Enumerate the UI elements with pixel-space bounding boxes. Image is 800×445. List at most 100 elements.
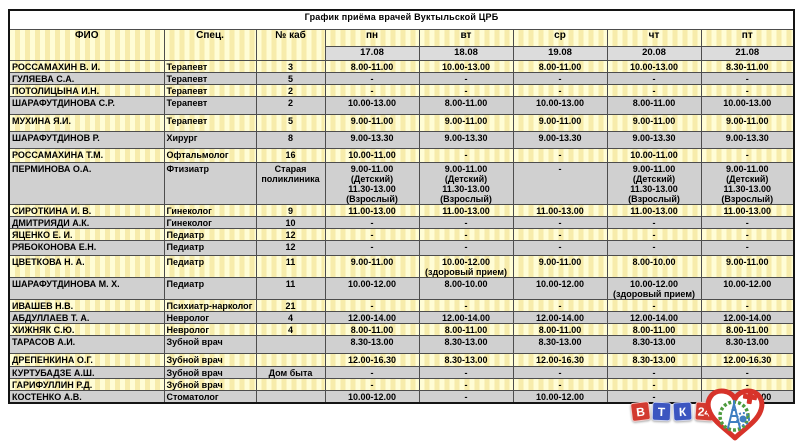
time-cell-mon: - <box>324 228 420 241</box>
time-cell-tue: - <box>418 72 514 85</box>
time-cell-wed: 8.00-11.00 <box>512 60 608 73</box>
time-cell-thu: - <box>606 299 702 312</box>
time-cell-thu: - <box>606 240 702 256</box>
time-cell-wed: 12.00-14.00 <box>512 311 608 324</box>
column-header-mon: пн <box>324 29 420 47</box>
table-row: ЯЦЕНКО Е. И. Педиатр 12- - - - - <box>8 228 795 241</box>
time-cell-fri: 8.30-13.00 <box>700 335 795 354</box>
doctor-name-cell: ПОТОЛИЦЫНА И.Н. <box>8 84 165 97</box>
time-cell-thu: - <box>606 378 702 391</box>
time-cell-thu: 12.00-14.00 <box>606 311 702 324</box>
specialty-cell: Терапевт <box>163 96 257 115</box>
time-cell-mon: 9.00-11.00 (Детский) 11.30-13.00 (Взросл… <box>324 162 420 205</box>
time-cell-thu: - <box>606 228 702 241</box>
column-header-tue: вт <box>418 29 514 47</box>
room-cell: 5 <box>255 114 326 132</box>
time-cell-mon: 9.00-11.00 <box>324 255 420 278</box>
specialty-cell: Терапевт <box>163 114 257 132</box>
time-cell-mon: 8.00-11.00 <box>324 323 420 336</box>
doctor-name-cell: ЦВЕТКОВА Н. А. <box>8 255 165 278</box>
time-cell-wed: 10.00-13.00 <box>512 96 608 115</box>
time-cell-thu: - <box>606 84 702 97</box>
derrick-icon <box>727 400 741 429</box>
time-cell-mon: 10.00-13.00 <box>324 96 420 115</box>
time-cell-fri: - <box>700 240 795 256</box>
room-cell: 16 <box>255 148 326 163</box>
date-header-thu: 20.08 <box>606 46 702 61</box>
time-cell-tue: 11.00-13.00 <box>418 204 514 217</box>
table-row: КУРТУБАДЗЕ А.Ш. Зубной врач Дом быта - - - - - <box>8 366 795 379</box>
time-cell-tue: 8.00-11.00 <box>418 96 514 115</box>
time-cell-thu: 10.00-11.00 <box>606 148 702 163</box>
table-row: ДРЕПЕНКИНА О.Г. Зубной врач 12.00-16.30 8.3… <box>8 353 795 367</box>
schedule-table: График приёма врачей Вуктыльской ЦРБ ФИО… <box>8 9 796 404</box>
vtk-letter-tile: К <box>672 401 693 422</box>
table-row: ХИЖНЯК С.Ю. Невролог 4 8.00-11.00 8.00-11.00… <box>8 323 795 336</box>
specialty-cell: Гинеколог <box>163 204 257 217</box>
time-cell-tue: - <box>418 390 514 404</box>
time-cell-wed: - <box>512 72 608 85</box>
time-cell-fri: 10.00-12.00 <box>700 277 795 300</box>
time-cell-fri: - <box>700 366 795 379</box>
doctor-name-cell: ДМИТРИЯДИ А.К. <box>8 216 165 229</box>
room-cell: 12 <box>255 240 326 256</box>
time-cell-mon: - <box>324 378 420 391</box>
time-cell-thu: 8.30-13.00 <box>606 353 702 367</box>
time-cell-mon: - <box>324 299 420 312</box>
time-cell-thu: 8.30-13.00 <box>606 335 702 354</box>
doctor-name-cell: ПЕРМИНОВА О.А. <box>8 162 165 205</box>
table-row: ПЕРМИНОВА О.А. Фтизиатр Старая поликлиника… <box>8 162 795 205</box>
doctor-name-cell: ШАРАФУТДИНОВ Р. <box>8 131 165 149</box>
doctor-name-cell: ШАРАФУТДИНОВА М. Х. <box>8 277 165 300</box>
time-cell-wed: 9.00-11.00 <box>512 255 608 278</box>
time-cell-fri: - <box>700 228 795 241</box>
table-row: РЯБОКОНОВА Е.Н. Педиатр 12- - - - - <box>8 240 795 256</box>
time-cell-tue: 9.00-13.30 <box>418 131 514 149</box>
time-cell-wed: 12.00-16.30 <box>512 353 608 367</box>
time-cell-wed: - <box>512 84 608 97</box>
table-row: ТАРАСОВ А.И. Зубной врач 8.30-13.00 8.30-13… <box>8 335 795 354</box>
table-row: ШАРАФУТДИНОВ Р. Хирург 8 9.00-13.30 9.00-13.… <box>8 131 795 149</box>
room-cell: 12 <box>255 228 326 241</box>
time-cell-tue: 8.00-11.00 <box>418 323 514 336</box>
time-cell-mon: 10.00-12.00 <box>324 277 420 300</box>
specialty-cell: Зубной врач <box>163 378 257 391</box>
time-cell-mon: 10.00-11.00 <box>324 148 420 163</box>
table-row: ИВАШЕВ Н.В. Психиатр-нарколог 21- - - - - <box>8 299 795 312</box>
doctor-name-cell: ЯЦЕНКО Е. И. <box>8 228 165 241</box>
time-cell-tue: - <box>418 216 514 229</box>
schedule-rows: РОССАМАХИН В. И. Терапевт 3 8.00-11.00 10.00… <box>8 60 795 404</box>
time-cell-fri: 12.00-16.30 <box>700 353 795 367</box>
specialty-cell: Психиатр-нарколог <box>163 299 257 312</box>
time-cell-wed: 9.00-11.00 <box>512 114 608 132</box>
time-cell-fri: - <box>700 216 795 229</box>
doctor-name-cell: КУРТУБАДЗЕ А.Ш. <box>8 366 165 379</box>
time-cell-tue: 8.30-13.00 <box>418 353 514 367</box>
doctor-name-cell: ГУЛЯЕВА С.А. <box>8 72 165 85</box>
time-cell-mon: 9.00-13.30 <box>324 131 420 149</box>
room-cell: 21 <box>255 299 326 312</box>
room-cell: 9 <box>255 204 326 217</box>
time-cell-fri: 9.00-11.00 <box>700 255 795 278</box>
time-cell-fri: 8.00-11.00 <box>700 323 795 336</box>
specialty-cell: Терапевт <box>163 72 257 85</box>
time-cell-wed: 8.00-11.00 <box>512 323 608 336</box>
time-cell-thu: 8.00-11.00 <box>606 323 702 336</box>
time-cell-mon: - <box>324 216 420 229</box>
time-cell-wed: 11.00-13.00 <box>512 204 608 217</box>
red-cross-icon <box>742 389 758 405</box>
date-header-fri: 21.08 <box>700 46 795 61</box>
time-cell-tue: - <box>418 84 514 97</box>
specialty-cell: Педиатр <box>163 255 257 278</box>
time-cell-mon: - <box>324 366 420 379</box>
time-cell-fri: - <box>700 299 795 312</box>
header-row-days: ФИО Спец. № каб пн вт ср чт пт <box>8 29 795 61</box>
time-cell-wed: - <box>512 366 608 379</box>
doctor-name-cell: РОССАМАХИНА Т.М. <box>8 148 165 163</box>
time-cell-fri: 8.30-11.00 <box>700 60 795 73</box>
room-cell: 10 <box>255 216 326 229</box>
table-row: ШАРАФУТДИНОВА С.Р. Терапевт 2 10.00-13.00 8.… <box>8 96 795 115</box>
specialty-cell: Невролог <box>163 311 257 324</box>
doctor-name-cell: ГАРИФУЛЛИН Р.Д. <box>8 378 165 391</box>
